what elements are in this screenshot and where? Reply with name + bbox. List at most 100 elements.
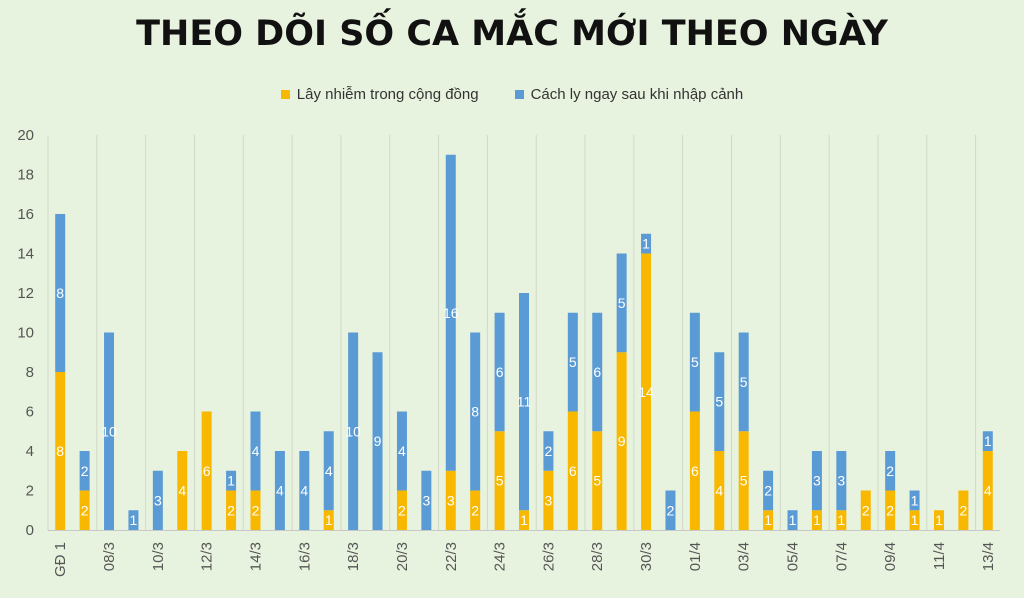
bar-local (689, 411, 700, 530)
data-label-imported: 2 (886, 463, 894, 479)
data-label-local: 3 (447, 492, 455, 508)
data-label-imported: 5 (715, 394, 723, 410)
bar-imported (323, 431, 334, 511)
data-label-imported: 3 (154, 492, 162, 508)
bar-local (641, 253, 652, 530)
bar-local (909, 510, 920, 530)
data-label-local: 5 (496, 473, 504, 489)
data-label-local: 2 (81, 502, 89, 518)
data-label-imported: 1 (984, 433, 992, 449)
data-label-local: 3 (545, 492, 553, 508)
bar-imported (470, 332, 481, 491)
data-label-imported: 4 (325, 463, 333, 479)
x-tick-label: 18/3 (345, 542, 362, 571)
y-tick-label: 18 (17, 167, 34, 184)
bar-imported (763, 470, 774, 511)
bar-local (201, 411, 212, 530)
data-label-imported: 10 (101, 423, 117, 439)
bar-imported (543, 431, 554, 471)
data-label-imported: 1 (227, 473, 235, 489)
data-label-imported: 2 (764, 483, 772, 499)
x-tick-label: 01/4 (687, 542, 704, 571)
x-tick-label: 14/3 (247, 542, 264, 571)
data-label-local: 14 (638, 384, 654, 400)
x-tick-label: 20/3 (394, 542, 411, 571)
bar-imported (299, 451, 310, 530)
bar-local (323, 510, 334, 530)
x-tick-label: 09/4 (882, 542, 899, 571)
bar-imported (421, 470, 432, 530)
data-label-local: 6 (203, 463, 211, 479)
x-tick-label: 05/4 (785, 542, 802, 571)
x-tick-label: 22/3 (443, 542, 460, 571)
data-label-imported: 4 (252, 443, 260, 459)
bar-imported (226, 470, 237, 491)
data-label-local: 2 (862, 502, 870, 518)
data-label-local: 4 (178, 483, 186, 499)
bar-local (543, 470, 554, 530)
data-label-local: 2 (398, 502, 406, 518)
data-label-local: 8 (56, 443, 64, 459)
data-label-imported: 11 (517, 394, 532, 410)
x-tick-label: 11/4 (931, 542, 948, 570)
bar-imported (152, 470, 163, 530)
data-label-imported: 1 (789, 512, 797, 528)
y-tick-label: 6 (26, 404, 34, 421)
bar-local (396, 490, 407, 530)
data-label-local: 4 (984, 483, 992, 499)
x-tick-label: 26/3 (540, 542, 557, 571)
bar-local (933, 510, 944, 530)
bar-imported (519, 293, 529, 511)
data-label-local: 2 (252, 502, 260, 518)
data-label-imported: 9 (374, 433, 382, 449)
data-label-local: 2 (886, 502, 894, 518)
data-label-local: 2 (959, 502, 967, 518)
data-label-imported: 5 (569, 354, 577, 370)
bar-local (250, 490, 261, 530)
bar-local (519, 510, 529, 530)
bar-imported (128, 510, 139, 530)
y-tick-label: 4 (26, 443, 34, 460)
x-tick-label: GĐ 1 (52, 542, 69, 577)
x-tick-label: 10/3 (150, 542, 167, 571)
y-tick-label: 16 (17, 206, 34, 223)
x-tick-label: 03/4 (736, 542, 753, 571)
data-label-imported: 3 (422, 492, 430, 508)
data-label-local: 1 (325, 512, 333, 528)
bar-imported (665, 490, 676, 530)
bar-imported (348, 332, 359, 530)
bar-local (177, 451, 188, 530)
y-tick-label: 2 (26, 483, 34, 500)
data-label-local: 1 (813, 512, 821, 528)
data-label-local: 1 (520, 512, 528, 528)
x-tick-label: 12/3 (199, 542, 216, 571)
data-label-local: 1 (837, 512, 845, 528)
bar-local (860, 490, 871, 530)
bar-imported (79, 451, 90, 491)
y-tick-label: 8 (26, 364, 34, 381)
data-label-imported: 4 (276, 483, 284, 499)
data-label-local: 2 (471, 502, 479, 518)
legend-swatch-imported (514, 90, 524, 99)
bar-local (79, 490, 90, 530)
x-tick-label: 16/3 (296, 542, 313, 571)
bar-imported (567, 312, 578, 412)
data-label-local: 5 (593, 473, 601, 489)
data-label-local: 1 (911, 512, 919, 528)
bar-local (226, 490, 237, 530)
data-label-local: 1 (764, 512, 772, 528)
bar-local (470, 490, 481, 530)
bar-local (811, 510, 822, 530)
x-tick-label: 08/3 (101, 542, 118, 571)
x-tick-label: 07/4 (833, 542, 850, 571)
chart-title: THEO DÕI SỐ CA MẮC MỚI THEO NGÀY (136, 14, 888, 54)
bar-local (836, 510, 847, 530)
x-tick-label: 24/3 (492, 542, 509, 571)
y-tick-label: 20 (17, 127, 34, 144)
bar-local (494, 431, 505, 530)
bar-imported (396, 411, 407, 491)
bar-imported (787, 510, 798, 530)
bar-imported (372, 352, 383, 530)
bar-local (445, 470, 456, 530)
